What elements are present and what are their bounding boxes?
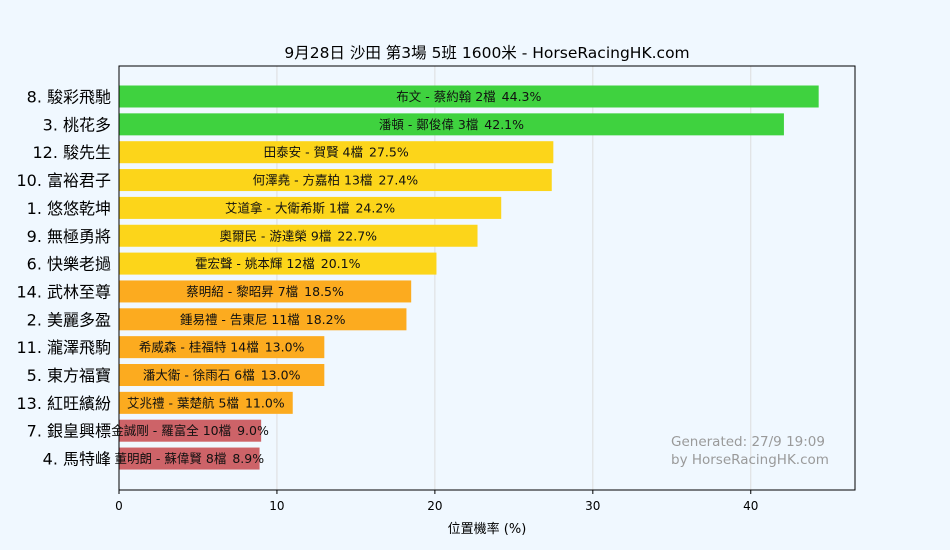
- bar-label-jockey-trainer: 艾道拿 - 大衛希斯 1檔: [225, 200, 349, 215]
- bar-value-label: 24.2%: [355, 200, 395, 215]
- bar-label: 鍾易禮 - 告東尼 11檔 18.2%: [180, 312, 346, 327]
- bar-label: 霍宏聲 - 姚本輝 12檔 20.1%: [195, 256, 361, 271]
- bar-value-label: 27.4%: [378, 173, 418, 188]
- bar-value-label: 44.3%: [502, 89, 542, 104]
- bar-label: 金誠剛 - 羅富全 10檔 9.0%: [111, 423, 269, 438]
- plot-frame: [118, 65, 856, 491]
- bar-value-label: 13.0%: [265, 340, 305, 355]
- bars-group: [119, 85, 819, 470]
- bar: [119, 391, 293, 414]
- bar-value-label: 9.0%: [237, 423, 269, 438]
- bar: [119, 364, 325, 386]
- bar-label: 潘大衛 - 徐雨石 6檔 13.0%: [143, 368, 301, 383]
- bar-label: 董明朗 - 蘇偉賢 8檔 8.9%: [114, 451, 264, 466]
- bar-label-jockey-trainer: 希威森 - 桂福特 14檔: [139, 340, 259, 355]
- category-label: 13. 紅旺繽紛: [16, 394, 111, 413]
- grid-lines: [276, 66, 752, 490]
- category-label: 14. 武林至尊: [16, 282, 111, 301]
- bar: [119, 280, 412, 303]
- category-label: 10. 富裕君子: [16, 171, 111, 190]
- bar-label-jockey-trainer: 田泰安 - 賀賢 4檔: [264, 145, 363, 160]
- bar-value-label: 22.7%: [337, 228, 377, 243]
- bar: [119, 113, 784, 136]
- bar-value-label: 11.0%: [245, 395, 285, 410]
- bar: [119, 308, 407, 331]
- bar: [119, 224, 478, 247]
- bar-label-jockey-trainer: 霍宏聲 - 姚本輝 12檔: [195, 256, 315, 271]
- bar-value-label: 27.5%: [369, 145, 409, 160]
- watermark-line-1: Generated: 27/9 19:09: [671, 434, 825, 450]
- bar-label: 奧爾民 - 游達榮 9檔 22.7%: [219, 228, 377, 243]
- bar-label-jockey-trainer: 董明朗 - 蘇偉賢 8檔: [114, 451, 226, 466]
- bar-value-label: 13.0%: [261, 368, 301, 383]
- category-labels: 8. 駿彩飛馳 3. 桃花多 12. 駿先生 10. 富裕君子 1. 悠悠乾坤 9. 無極…: [16, 88, 111, 469]
- category-label: 4. 馬特峰: [43, 450, 111, 469]
- category-label: 3. 桃花多: [43, 115, 111, 134]
- bar-label-jockey-trainer: 潘大衛 - 徐雨石 6檔: [143, 368, 255, 383]
- category-label: 2. 美麗多盈: [27, 310, 111, 329]
- bar-value-label: 8.9%: [232, 451, 264, 466]
- x-axis-title: 位置機率 (%): [448, 521, 527, 537]
- bar-label-jockey-trainer: 蔡明紹 - 黎昭昇 7檔: [186, 284, 298, 299]
- category-label: 5. 東方福寶: [27, 366, 111, 385]
- bar-label: 艾兆禮 - 葉楚航 5檔 11.0%: [127, 395, 285, 410]
- bar-label: 何澤堯 - 方嘉柏 13檔 27.4%: [253, 173, 419, 188]
- bar-value-label: 18.2%: [306, 312, 346, 327]
- bar: [119, 169, 552, 192]
- bar-value-label: 42.1%: [484, 117, 524, 132]
- bar-label-jockey-trainer: 金誠剛 - 羅富全 10檔: [111, 423, 231, 438]
- bar-label-jockey-trainer: 鍾易禮 - 告東尼 11檔: [180, 312, 300, 327]
- bar-label: 艾道拿 - 大衛希斯 1檔 24.2%: [225, 200, 395, 215]
- bar: [119, 85, 819, 108]
- bar: [119, 196, 502, 219]
- x-tick-label: 30: [585, 499, 600, 513]
- bar: [119, 252, 437, 275]
- bar-value-label: 18.5%: [304, 284, 344, 299]
- x-tick-label: 40: [743, 499, 758, 513]
- bar-value-label: 20.1%: [321, 256, 361, 271]
- bar-label-jockey-trainer: 奧爾民 - 游達榮 9檔: [219, 228, 331, 243]
- bar-label-jockey-trainer: 潘頓 - 鄭俊偉 3檔: [379, 117, 478, 132]
- bar-label: 蔡明紹 - 黎昭昇 7檔 18.5%: [186, 284, 344, 299]
- category-label: 12. 駿先生: [32, 143, 111, 162]
- x-tick-label: 0: [115, 499, 123, 513]
- bar-label-jockey-trainer: 布文 - 蔡約翰 2檔: [396, 89, 495, 104]
- category-label: 7. 銀皇興標: [27, 422, 111, 441]
- category-label: 9. 無極勇將: [27, 227, 111, 246]
- bar: [119, 141, 554, 164]
- bar-label-jockey-trainer: 艾兆禮 - 葉楚航 5檔: [127, 395, 239, 410]
- bar-label: 潘頓 - 鄭俊偉 3檔 42.1%: [379, 117, 524, 132]
- x-axis-ticks: 0 10 20 30 40: [115, 490, 758, 513]
- bar-label: 布文 - 蔡約翰 2檔 44.3%: [396, 89, 541, 104]
- chart-title: 9月28日 沙田 第3場 5班 1600米 - HorseRacingHK.co…: [284, 44, 689, 62]
- category-label: 11. 瀧澤飛駒: [16, 338, 111, 357]
- bar-labels-group: 布文 - 蔡約翰 2檔 44.3% 潘頓 - 鄭俊偉 3檔 42.1% 田泰安 - 賀賢…: [111, 89, 541, 466]
- category-label: 6. 快樂老撾: [27, 255, 111, 274]
- bar-label: 希威森 - 桂福特 14檔 13.0%: [139, 340, 305, 355]
- bar: [119, 419, 262, 442]
- bar-label: 田泰安 - 賀賢 4檔 27.5%: [264, 145, 409, 160]
- category-label: 1. 悠悠乾坤: [27, 199, 111, 218]
- watermark-line-2: by HorseRacingHK.com: [671, 452, 829, 468]
- x-tick-label: 10: [269, 499, 284, 513]
- bar: [119, 447, 260, 470]
- x-tick-label: 20: [427, 499, 442, 513]
- bar-label-jockey-trainer: 何澤堯 - 方嘉柏 13檔: [253, 173, 373, 188]
- category-label: 8. 駿彩飛馳: [27, 88, 111, 107]
- bar: [119, 336, 325, 359]
